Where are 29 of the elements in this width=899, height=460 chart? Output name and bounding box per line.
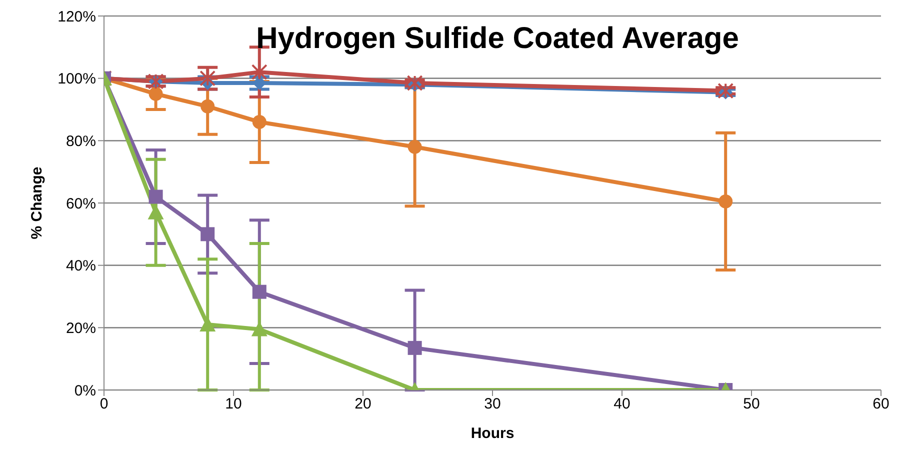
point — [200, 227, 215, 242]
x-tick-label: 30 — [484, 396, 501, 413]
point — [251, 64, 268, 80]
point — [200, 99, 215, 114]
y-tick-label: 60% — [66, 195, 96, 212]
chart-title: Hydrogen Sulfide Coated Average — [255, 22, 740, 56]
x-tick-label: 40 — [614, 396, 630, 413]
y-tick-label: 80% — [66, 132, 96, 150]
x-tick-label: 0 — [100, 396, 108, 413]
y-tick-label: 120% — [58, 8, 96, 26]
point — [148, 86, 163, 101]
x-axis-title: Hours — [470, 425, 514, 442]
y-tick-label: 20% — [66, 320, 96, 337]
point — [148, 190, 163, 204]
point — [718, 194, 733, 208]
x-tick-label: 20 — [354, 396, 372, 413]
x-tick-label: 10 — [225, 396, 242, 413]
y-tick-label: 0% — [74, 382, 96, 400]
y-tick-label: 40% — [66, 258, 96, 275]
x-tick-label: 60 — [872, 396, 890, 413]
point — [252, 114, 266, 129]
point — [408, 140, 422, 154]
point — [200, 70, 216, 86]
point — [252, 76, 266, 90]
y-tick-label: 100% — [58, 70, 96, 88]
point — [408, 340, 422, 355]
y-axis-title: % Change — [28, 166, 46, 240]
x-tick-label: 50 — [743, 396, 760, 413]
point — [252, 284, 266, 299]
